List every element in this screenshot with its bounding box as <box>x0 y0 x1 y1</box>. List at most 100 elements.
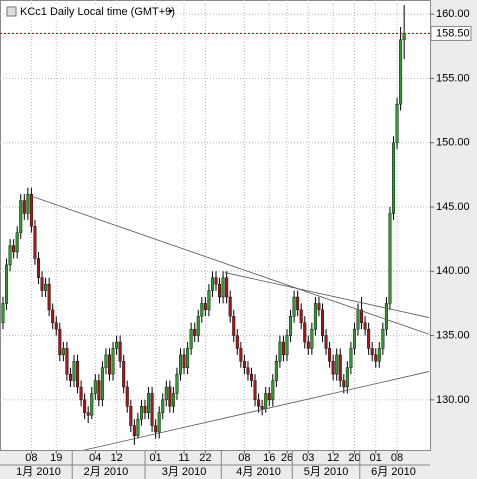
candle-body <box>83 399 87 413</box>
candle-body <box>392 142 396 214</box>
candle-body <box>58 328 62 356</box>
plot-area <box>0 0 431 451</box>
candle-body <box>264 393 268 410</box>
candle-body <box>147 393 151 413</box>
candle-body <box>203 303 207 311</box>
candle-body <box>324 335 328 349</box>
candle-body <box>271 380 275 401</box>
candle-body <box>242 361 246 368</box>
candle-body <box>363 322 367 330</box>
month-label: 6月 2010 <box>371 466 416 478</box>
candle-body <box>281 341 285 356</box>
candle-body <box>125 386 129 407</box>
candle-body <box>104 354 108 368</box>
month-label: 5月 2010 <box>304 466 349 478</box>
candle-body <box>257 399 261 407</box>
y-tick-label: 140.00 <box>436 265 470 277</box>
x-tick-label: 11 <box>178 452 189 464</box>
candle-body <box>97 380 101 401</box>
month-label: 1月 2010 <box>16 466 61 478</box>
candle-body <box>246 367 250 375</box>
candle-body <box>335 354 339 375</box>
candle-body <box>68 373 72 381</box>
candle-body <box>200 303 204 317</box>
candle-body <box>210 277 214 291</box>
candle-body <box>345 367 349 388</box>
candle-body <box>321 309 325 336</box>
candle-body <box>352 328 356 349</box>
candle-body <box>399 39 403 105</box>
candle-body <box>310 328 314 349</box>
month-label: 3月 2010 <box>162 466 207 478</box>
y-tick-label: 150.00 <box>436 137 470 149</box>
y-tick-label: 130.00 <box>436 394 470 406</box>
candle-body <box>292 296 296 317</box>
last-price-label: 158.50 <box>436 27 470 39</box>
candle-body <box>338 354 342 381</box>
candle-body <box>1 303 5 323</box>
candle-body <box>374 354 378 362</box>
candle-body <box>115 341 119 349</box>
candle-body <box>289 316 293 336</box>
candle-body <box>196 316 200 336</box>
candle-body <box>214 277 218 285</box>
candle-body <box>54 322 58 330</box>
candle-body <box>395 103 399 143</box>
x-tick-label: 16 <box>263 452 275 464</box>
title-icon <box>6 6 17 17</box>
dropdown-arrow[interactable] <box>168 10 173 13</box>
candle-body <box>367 328 371 349</box>
candle-body <box>44 283 48 291</box>
candles <box>1 5 406 445</box>
candle-body <box>100 367 104 401</box>
title-box <box>4 4 174 20</box>
candle-body <box>299 309 303 323</box>
candle-body <box>193 328 197 336</box>
candle-body <box>107 354 111 375</box>
x-tick-label: 08 <box>25 452 37 464</box>
candle-body <box>356 309 360 330</box>
candle-body <box>189 328 193 349</box>
candle-body <box>40 277 44 291</box>
candle-body <box>313 303 317 330</box>
candle-body <box>178 354 182 375</box>
candle-body <box>388 213 392 304</box>
candle-body <box>154 425 158 433</box>
candle-body <box>157 412 161 433</box>
candle-body <box>218 283 222 298</box>
candle-body <box>235 335 239 349</box>
candle-body <box>306 341 310 349</box>
candle-body <box>37 258 41 278</box>
candle-body <box>296 296 300 311</box>
y-tick-label: 145.00 <box>436 201 470 213</box>
y-tick-label: 135.00 <box>436 329 470 341</box>
candle-body <box>239 348 243 362</box>
candle-body <box>76 361 80 388</box>
candle-body <box>360 309 364 323</box>
last-price-box <box>430 25 472 41</box>
candle-body <box>225 277 229 298</box>
chart-title: KCc1 Daily Local time (GMT+9) <box>20 6 175 18</box>
candle-body <box>342 380 346 388</box>
candle-body <box>267 393 271 401</box>
candle-body <box>33 226 37 259</box>
candle-body <box>402 33 406 41</box>
candle-body <box>122 361 126 388</box>
trend-line <box>33 196 430 335</box>
candle-body <box>5 264 9 304</box>
candle-body <box>132 425 136 437</box>
trend-line <box>224 272 430 318</box>
x-tick-label: 19 <box>50 452 62 464</box>
candle-body <box>47 283 51 311</box>
candle-body <box>186 348 190 368</box>
candle-body <box>111 348 115 375</box>
candle-body <box>370 348 374 356</box>
candle-body <box>232 316 236 336</box>
candle-body <box>22 200 26 214</box>
candle-body <box>274 361 278 381</box>
candle-body <box>29 193 33 227</box>
candle-body <box>15 232 19 253</box>
candle-body <box>221 277 225 298</box>
candle-body <box>317 303 321 311</box>
candle-body <box>182 354 186 368</box>
